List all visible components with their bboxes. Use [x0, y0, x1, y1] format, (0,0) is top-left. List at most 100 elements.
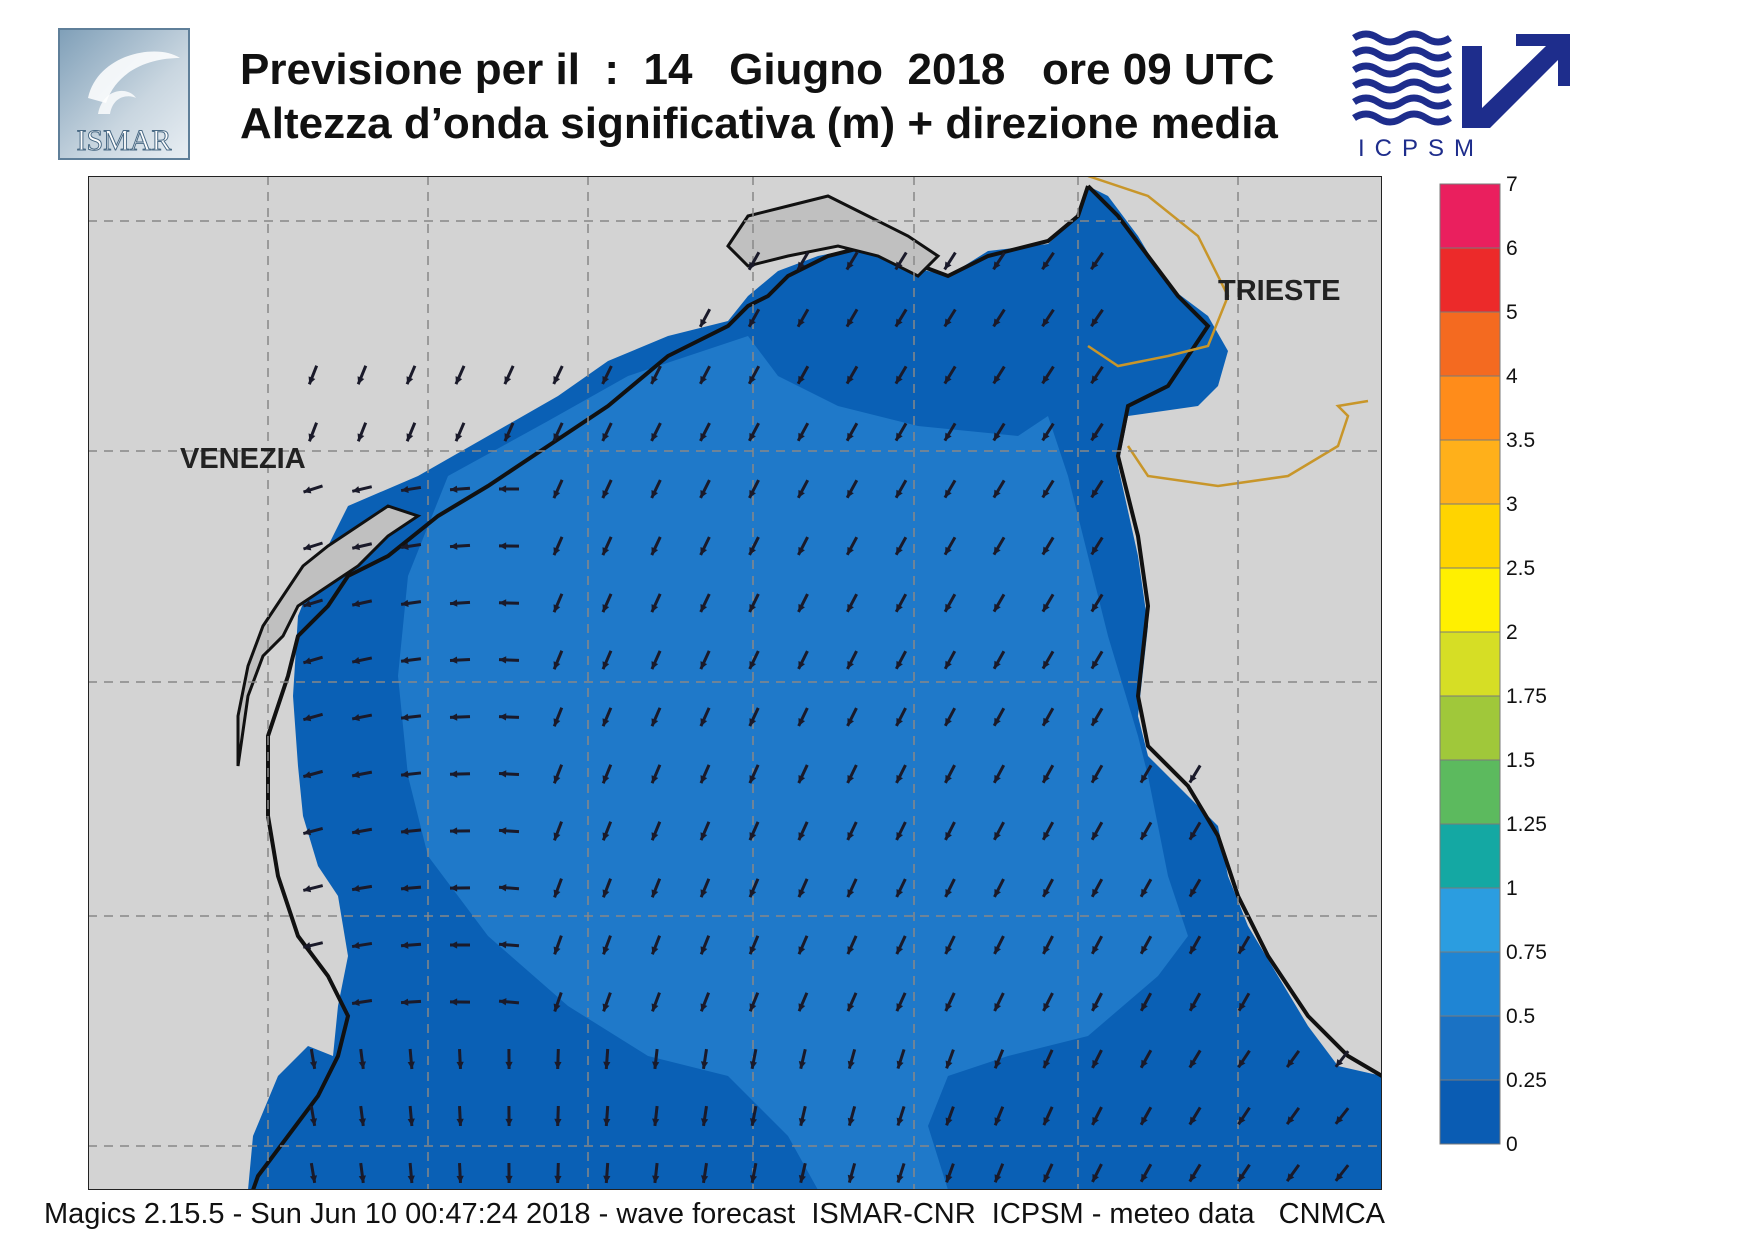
wave-arrow-head — [1189, 1173, 1197, 1182]
wave-arrow-head — [1189, 831, 1197, 840]
colorbar-segment — [1439, 951, 1501, 1017]
wave-arrow-head — [945, 1003, 953, 1012]
wave-arrow-head — [994, 888, 1001, 897]
wave-arrow-head — [896, 774, 903, 783]
wave-arrow-head — [1141, 1059, 1148, 1068]
wave-arrow-head — [456, 1061, 464, 1069]
wave-arrow-head — [749, 603, 756, 612]
wave-arrow-head — [450, 656, 458, 664]
wave-arrow-head — [303, 486, 312, 494]
wave-arrow-head — [303, 657, 312, 665]
colorbar-segment — [1439, 823, 1501, 889]
wave-arrow-head — [1238, 945, 1246, 954]
wave-arrow-head — [352, 998, 360, 1007]
wave-arrow-head — [603, 1118, 611, 1126]
wave-arrow-head — [1238, 1173, 1246, 1182]
wave-arrow-head — [895, 318, 903, 327]
wave-arrow-head — [945, 717, 952, 726]
wave-arrow-head — [1043, 717, 1050, 726]
wave-arrow-head — [944, 432, 952, 441]
wave-arrow-head — [798, 546, 805, 555]
wave-arrow-head — [553, 946, 561, 955]
wave-arrow-head — [303, 828, 312, 836]
wave-arrow-head — [407, 1061, 415, 1069]
wave-arrow-head — [749, 1118, 758, 1126]
wave-arrow-head — [456, 1118, 464, 1126]
wave-arrow-head — [847, 546, 854, 555]
colorbar-tick-label: 0.25 — [1506, 1069, 1547, 1092]
wave-arrow-head — [993, 432, 1001, 441]
wave-arrow-head — [358, 1175, 366, 1183]
wave-arrow-head — [505, 1061, 513, 1069]
wave-arrow-head — [450, 884, 458, 892]
wave-arrow-head — [504, 433, 512, 442]
wave-arrow-head — [847, 717, 854, 726]
wave-arrow-head — [1189, 888, 1197, 897]
wave-arrow-head — [652, 1118, 660, 1126]
wave-arrow-head — [896, 1174, 904, 1183]
wave-arrow-head — [749, 1061, 758, 1069]
wave-arrow-head — [945, 660, 952, 669]
wave-arrow-head — [700, 1003, 708, 1012]
wave-arrow-head — [798, 889, 806, 898]
wave-arrow-head — [944, 375, 952, 384]
wave-arrow-head — [993, 318, 1001, 327]
wave-arrow-head — [401, 941, 409, 949]
colorbar-tick-label: 3 — [1506, 493, 1518, 516]
national-border — [1087, 176, 1369, 488]
colorbar-segment — [1439, 183, 1501, 249]
wave-arrow-head — [651, 547, 659, 556]
wave-arrow-head — [505, 1118, 513, 1126]
wave-arrow-head — [847, 1003, 855, 1012]
wave-arrow-head — [303, 543, 312, 551]
wave-arrow-head — [700, 1061, 709, 1069]
wave-arrow-head — [1092, 1173, 1099, 1182]
wave-arrow-head — [847, 946, 855, 955]
wave-arrow-head — [944, 318, 952, 327]
ismar-logo-text: ISMAR — [76, 124, 171, 157]
colorbar-tick-label: 0.5 — [1506, 1005, 1535, 1028]
colorbar-segment — [1439, 1015, 1501, 1081]
wave-arrow-head — [602, 490, 610, 499]
wave-arrow-head — [499, 485, 507, 493]
wave-arrow-head — [1287, 1173, 1295, 1182]
wave-arrow-head — [945, 603, 952, 612]
wave-arrow-head — [700, 375, 707, 384]
wave-arrow-head — [1091, 318, 1099, 327]
wave-arrow-head — [700, 1175, 709, 1183]
wave-arrow-head — [406, 433, 414, 442]
colorbar-tick-label: 1.25 — [1506, 813, 1547, 836]
colorbar-tick-label: 3.5 — [1506, 429, 1535, 452]
wave-arrow-head — [749, 261, 756, 270]
wave-arrow-head — [1239, 1002, 1246, 1011]
wave-arrow-head — [1189, 1059, 1197, 1068]
wave-arrow-head — [602, 547, 610, 556]
wave-arrow-head — [847, 375, 854, 384]
wave-arrow-head — [1091, 717, 1099, 726]
footer-credits: Magics 2.15.5 - Sun Jun 10 00:47:24 2018… — [44, 1198, 1386, 1230]
wave-arrow-head — [455, 376, 463, 385]
wave-arrow-head — [1287, 1116, 1295, 1125]
wave-arrow-head — [651, 604, 659, 613]
wave-map: VENEZIA TRIESTE — [88, 176, 1382, 1190]
colorbar-tick-label: 1.5 — [1506, 749, 1535, 772]
wave-arrow-head — [749, 1175, 758, 1183]
wave-arrow-head — [303, 942, 312, 950]
wave-arrow-head — [798, 660, 805, 669]
wave-arrow-head — [651, 946, 659, 955]
wave-arrow-head — [1091, 261, 1099, 270]
wave-arrow-head — [1042, 546, 1050, 555]
wave-arrow-head — [994, 831, 1001, 840]
wave-arrow-head — [499, 542, 507, 550]
wave-arrow-head — [798, 1117, 806, 1126]
wave-arrow-head — [450, 998, 458, 1006]
colorbar-segment — [1439, 759, 1501, 825]
wave-arrow-head — [651, 718, 659, 727]
wave-arrow-head — [994, 1002, 1002, 1011]
wave-arrow-head — [308, 433, 316, 442]
wave-arrow-head — [504, 376, 512, 385]
wave-arrow-head — [945, 946, 953, 955]
wave-arrow-head — [993, 546, 1001, 555]
wave-arrow-head — [749, 489, 756, 498]
wave-arrow-head — [553, 604, 561, 613]
